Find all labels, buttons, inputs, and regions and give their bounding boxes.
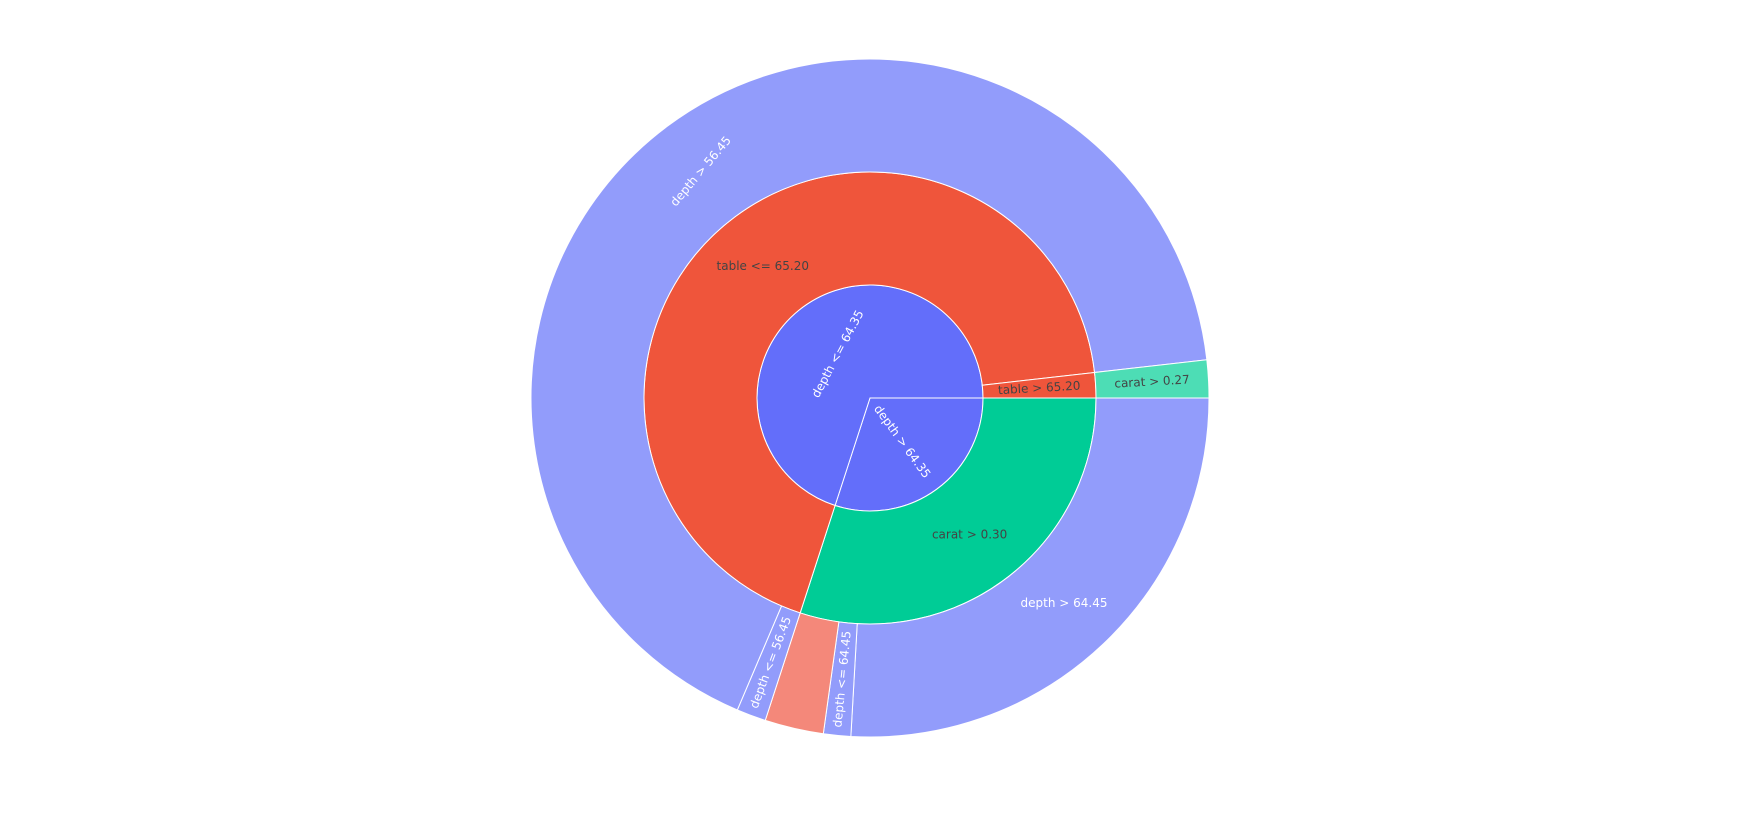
sunburst-segment-o4[interactable]: depth > 64.45 (850, 397, 1210, 738)
segment-depth-64-45[interactable] (850, 397, 1210, 738)
sunburst-segment-d2[interactable]: depth > 64.35 (834, 397, 984, 512)
segment-label-table-65-20: table > 65.20 (998, 379, 1081, 398)
segment-depth-56-45[interactable] (530, 58, 1208, 711)
segment-label-depth-64-45: depth > 64.45 (1021, 596, 1108, 610)
segment-label-table-65-20: table <= 65.20 (717, 259, 809, 273)
segment-label-carat-0-30: carat > 0.30 (932, 528, 1007, 542)
sunburst-segment-o5[interactable]: depth <= 64.45 (822, 621, 858, 737)
sunburst-segment-d1[interactable]: depth <= 64.35 (756, 284, 984, 507)
sunburst-segment-o3[interactable]: carat > 0.27 (1094, 359, 1210, 399)
segment-label-carat-0-27: carat > 0.27 (1114, 372, 1190, 390)
sunburst-segment-o2[interactable]: depth > 56.45 (530, 58, 1208, 711)
segment-carat-0-27[interactable] (1094, 359, 1210, 399)
